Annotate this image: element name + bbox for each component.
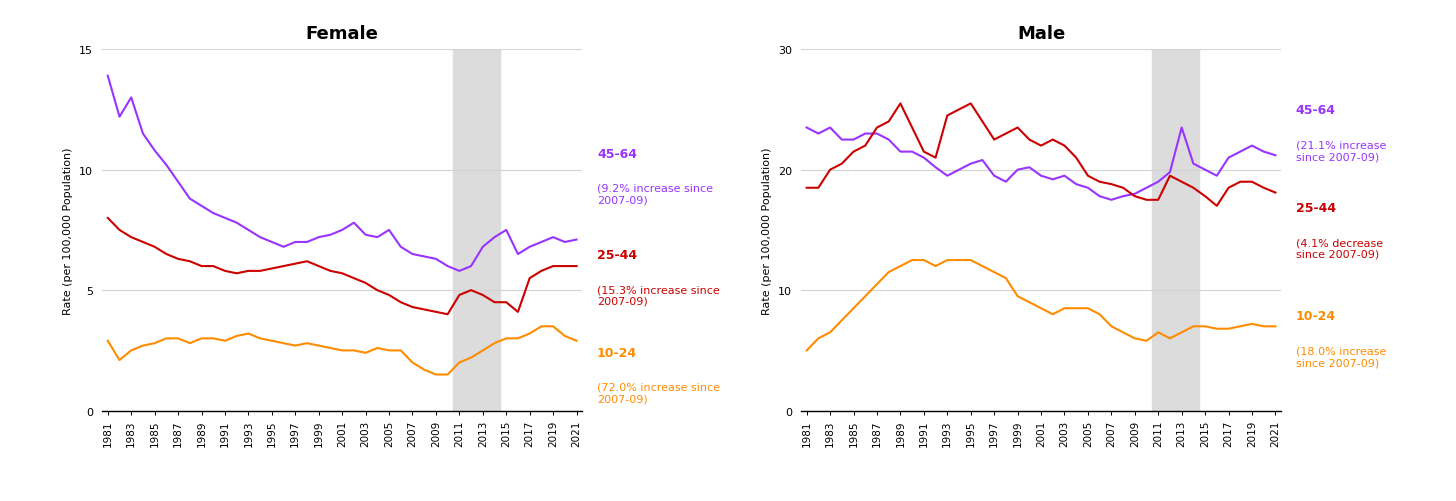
Text: (4.1% decrease
since 2007-09): (4.1% decrease since 2007-09) xyxy=(1296,237,1383,259)
Title: Male: Male xyxy=(1016,25,1066,43)
Text: 25-44: 25-44 xyxy=(597,248,638,262)
Text: (18.0% increase
since 2007-09): (18.0% increase since 2007-09) xyxy=(1296,346,1386,367)
Text: (15.3% increase since
2007-09): (15.3% increase since 2007-09) xyxy=(597,285,719,306)
Text: (21.1% increase
since 2007-09): (21.1% increase since 2007-09) xyxy=(1296,140,1386,162)
Text: 25-44: 25-44 xyxy=(1296,201,1337,214)
Text: 10-24: 10-24 xyxy=(1296,310,1337,323)
Y-axis label: Rate (per 100,000 Population): Rate (per 100,000 Population) xyxy=(761,147,772,314)
Text: 45-64: 45-64 xyxy=(1296,104,1335,117)
Title: Female: Female xyxy=(306,25,379,43)
Text: 45-64: 45-64 xyxy=(597,147,636,160)
Bar xyxy=(453,50,501,411)
Text: (72.0% increase since
2007-09): (72.0% increase since 2007-09) xyxy=(597,382,719,403)
Y-axis label: Rate (per 100,000 Population): Rate (per 100,000 Population) xyxy=(64,147,73,314)
Text: (9.2% increase since
2007-09): (9.2% increase since 2007-09) xyxy=(597,183,713,205)
Text: 10-24: 10-24 xyxy=(597,346,638,359)
Bar xyxy=(1152,50,1200,411)
